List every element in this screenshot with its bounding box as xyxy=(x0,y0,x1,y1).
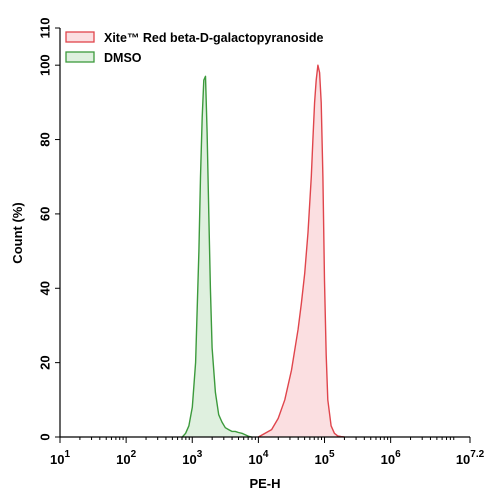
series-line-0 xyxy=(258,64,345,438)
legend-label-dmso: DMSO xyxy=(104,51,142,65)
series-layer xyxy=(181,64,345,438)
legend-label-xite-red: Xite™ Red beta-D-galactopyranoside xyxy=(104,31,324,45)
series-area-0 xyxy=(258,65,345,437)
x-tick-label: 103 xyxy=(182,449,202,467)
x-tick-label: 102 xyxy=(116,449,136,467)
y-tick-label: 20 xyxy=(37,355,52,369)
y-tick-label: 110 xyxy=(37,18,52,39)
series-line-1 xyxy=(181,75,252,438)
plot-frame xyxy=(59,28,470,438)
legend: Xite™ Red beta-D-galactopyranoside DMSO xyxy=(65,31,324,65)
x-tick-label: 106 xyxy=(381,449,401,467)
x-tick-label: 101 xyxy=(50,449,70,467)
y-tick-label: 100 xyxy=(37,54,52,76)
y-axis-title: Count (%) xyxy=(10,202,25,263)
y-axis-ticks: 0 20 40 60 80 100 110 xyxy=(37,18,60,441)
y-tick-label: 80 xyxy=(37,132,52,146)
y-tick-label: 0 xyxy=(37,433,52,440)
legend-swatch-dmso xyxy=(65,51,95,63)
x-tick-label: 105 xyxy=(315,449,335,467)
series-area-1 xyxy=(182,76,252,438)
x-tick-label: 107.2 xyxy=(456,449,485,467)
x-axis-title: PE-H xyxy=(249,476,280,491)
y-tick-label: 60 xyxy=(37,207,52,221)
legend-swatch-xite-red xyxy=(65,31,95,43)
x-axis-ticks: 101 102 103 104 105 106 107.2 xyxy=(50,437,485,467)
x-tick-label: 104 xyxy=(248,449,268,467)
y-tick-label: 40 xyxy=(37,281,52,295)
